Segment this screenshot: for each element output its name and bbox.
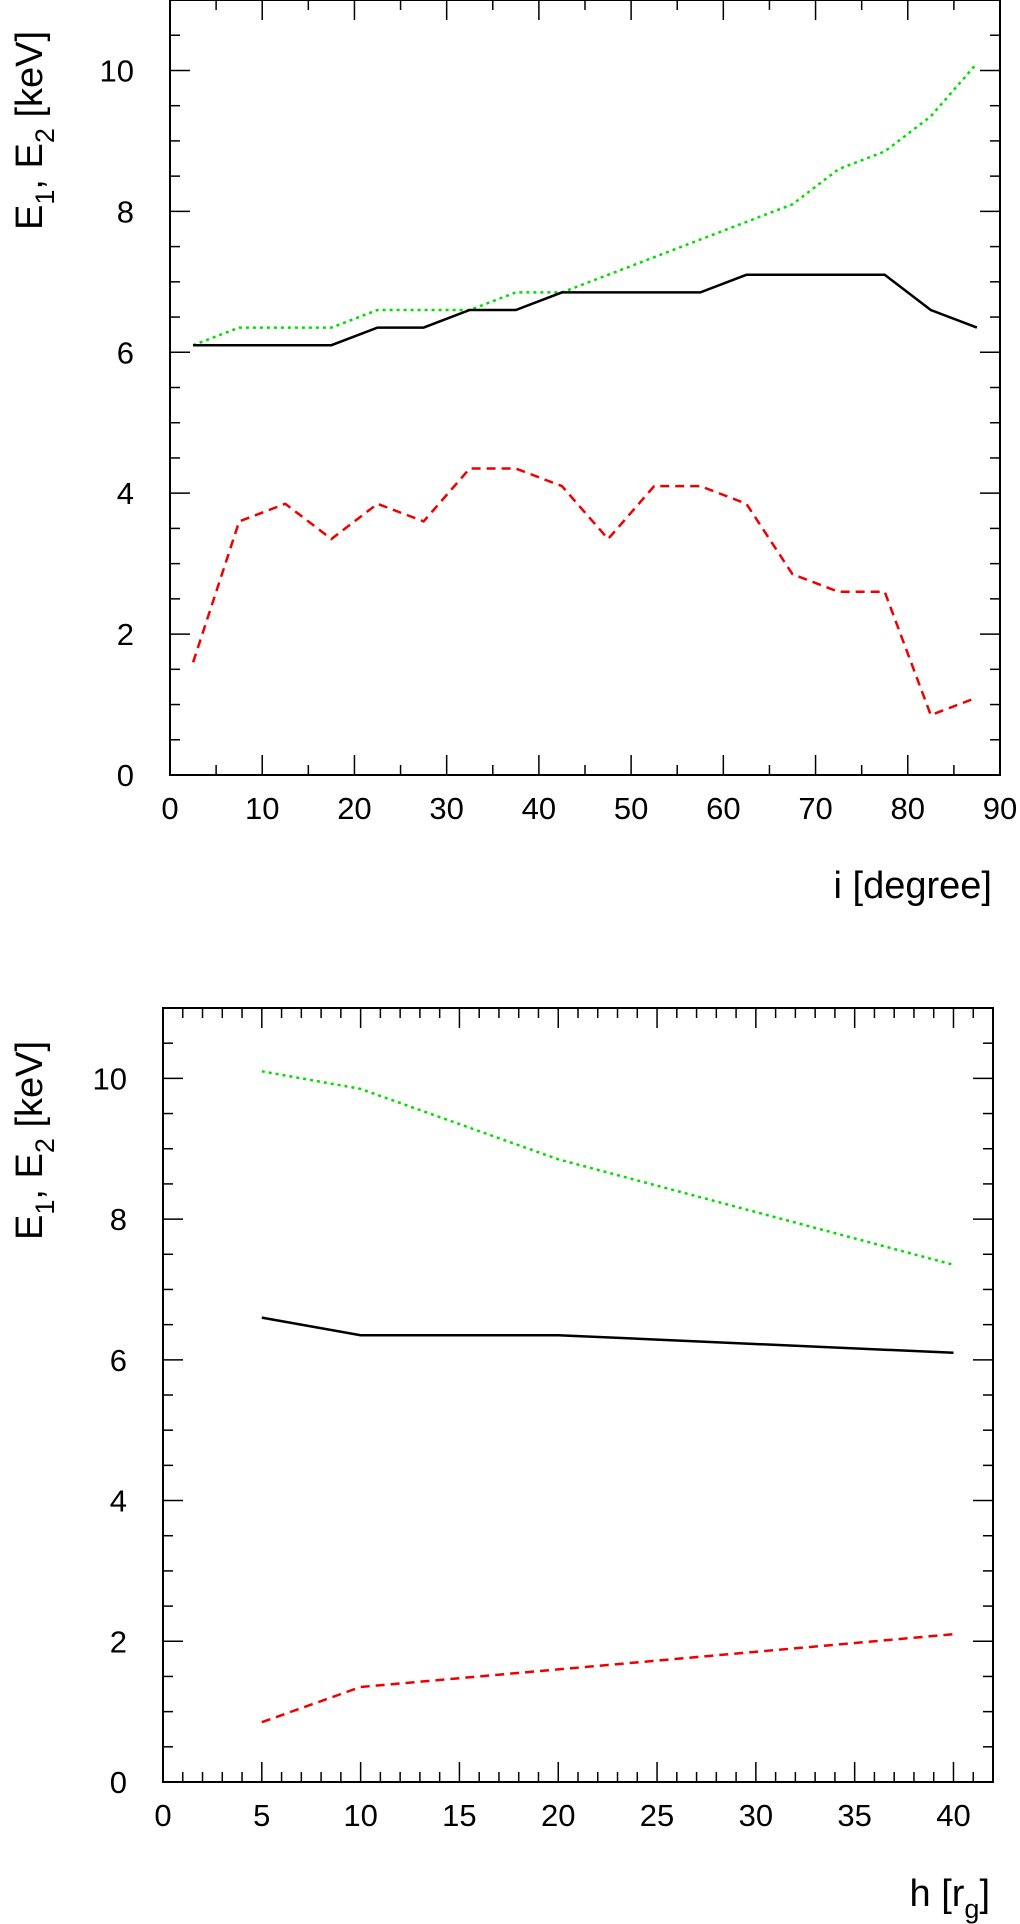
x-tick-label: 30 bbox=[739, 1798, 773, 1833]
series-line-solid bbox=[193, 273, 978, 347]
x-tick-label: 20 bbox=[337, 791, 371, 826]
y-tick-label: 0 bbox=[117, 758, 134, 793]
y-tick-label: 6 bbox=[110, 1343, 127, 1378]
series-group bbox=[261, 1070, 954, 1724]
plot-frame bbox=[169, 0, 1001, 776]
x-axis-label: h [rg] bbox=[910, 1873, 991, 1924]
plot-frame bbox=[162, 1007, 994, 1783]
svg-text:h [rg]: h [rg] bbox=[910, 1873, 991, 1924]
series-line-solid bbox=[261, 1316, 954, 1355]
y-tick-label: 10 bbox=[93, 1061, 127, 1096]
y-tick-label: 8 bbox=[110, 1202, 127, 1237]
axis-ticks bbox=[169, 0, 1001, 776]
x-tick-label: 15 bbox=[442, 1798, 476, 1833]
x-tick-label: 35 bbox=[837, 1798, 871, 1833]
svg-text:E1, E2 [keV]: E1, E2 [keV] bbox=[9, 1041, 60, 1240]
series-line-dotted bbox=[192, 62, 978, 347]
x-tick-labels: 0 10 20 30 40 50 60 70 80 90 bbox=[161, 791, 1017, 826]
y-tick-label: 2 bbox=[117, 617, 134, 652]
x-tick-label: 10 bbox=[245, 791, 279, 826]
y-tick-label: 4 bbox=[117, 476, 134, 511]
series-line-dashed bbox=[261, 1632, 954, 1724]
x-axis-label: i [degree] bbox=[834, 865, 992, 907]
y-tick-labels: 0 2 4 6 8 10 bbox=[93, 1061, 127, 1800]
x-tick-label: 40 bbox=[936, 1798, 970, 1833]
y-tick-label: 8 bbox=[117, 194, 134, 229]
series-line-dotted bbox=[261, 1070, 954, 1267]
axis-ticks bbox=[162, 1007, 994, 1783]
x-tick-label: 10 bbox=[343, 1798, 377, 1833]
y-tick-label: 6 bbox=[117, 335, 134, 370]
y-axis-label: E1, E2 [keV] bbox=[9, 1041, 60, 1240]
x-tick-label: 60 bbox=[706, 791, 740, 826]
x-tick-label: 20 bbox=[541, 1798, 575, 1833]
y-tick-label: 4 bbox=[110, 1484, 127, 1519]
x-tick-label: 5 bbox=[253, 1798, 270, 1833]
x-tick-label: 0 bbox=[161, 791, 178, 826]
y-axis-label: E1, E2 [keV] bbox=[9, 31, 60, 230]
x-tick-label: 90 bbox=[983, 791, 1017, 826]
y-tick-label: 0 bbox=[110, 1765, 127, 1800]
svg-text:E1, E2 [keV]: E1, E2 [keV] bbox=[9, 31, 60, 230]
x-tick-label: 25 bbox=[640, 1798, 674, 1833]
height-chart: 0 5 10 15 20 25 30 35 40 0 2 4 6 8 10 h [rg] E1, E2 [… bbox=[9, 1007, 994, 1924]
x-tick-label: 50 bbox=[614, 791, 648, 826]
x-tick-label: 30 bbox=[429, 791, 463, 826]
y-tick-labels: 0 2 4 6 8 10 bbox=[100, 53, 134, 793]
x-tick-label: 70 bbox=[798, 791, 832, 826]
x-tick-label: 40 bbox=[522, 791, 556, 826]
series-group bbox=[191, 62, 978, 717]
x-tick-label: 80 bbox=[891, 791, 925, 826]
inclination-chart: 0 10 20 30 40 50 60 70 80 90 0 2 4 6 8 10 i [degree] E… bbox=[9, 0, 1017, 907]
y-tick-label: 2 bbox=[110, 1624, 127, 1659]
x-tick-label: 0 bbox=[154, 1798, 171, 1833]
y-tick-label: 10 bbox=[100, 53, 134, 88]
x-tick-labels: 0 5 10 15 20 25 30 35 40 bbox=[154, 1798, 970, 1833]
series-line-dashed bbox=[191, 467, 978, 717]
